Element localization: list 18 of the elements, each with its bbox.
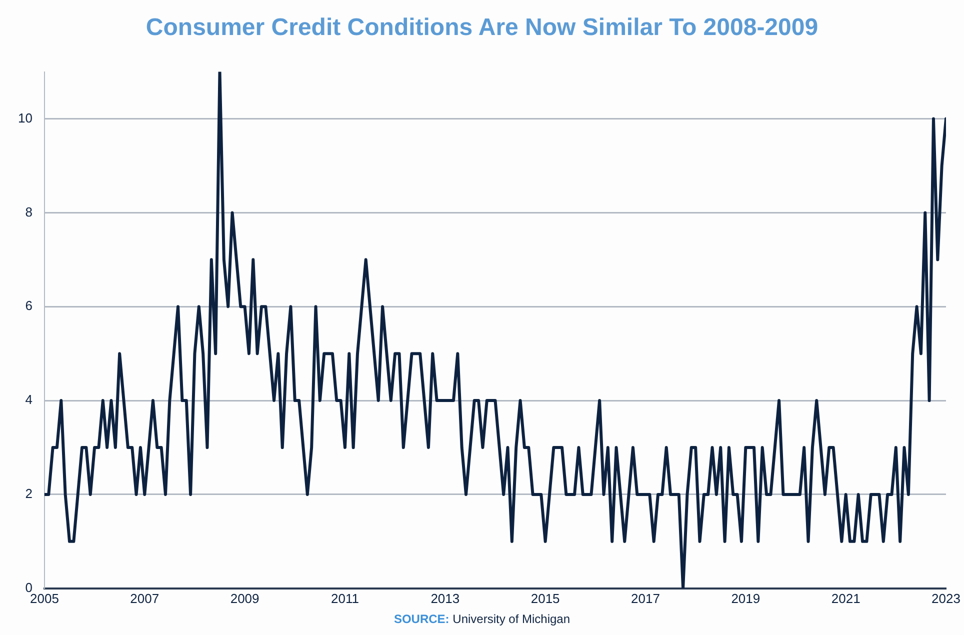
x-tick-label: 2013: [430, 590, 460, 606]
x-tick-label: 2015: [530, 590, 560, 606]
y-tick-label: 4: [25, 392, 32, 408]
y-tick-label: 6: [25, 298, 32, 314]
x-tick-label: 2007: [130, 590, 160, 606]
x-tick-label: 2021: [831, 590, 860, 606]
x-tick-label: 2023: [932, 590, 960, 606]
source-note: SOURCE: University of Michigan: [392, 612, 572, 626]
x-tick-label: 2009: [230, 590, 260, 606]
y-tick-label: 10: [18, 110, 32, 126]
y-tick-label: 0: [25, 580, 32, 595]
y-tick-label: 2: [25, 486, 32, 502]
x-tick-label: 2011: [330, 590, 359, 606]
x-tick-label: 2019: [731, 590, 760, 606]
x-tick-label: 2017: [631, 590, 660, 606]
x-tick-label: 2005: [30, 590, 59, 606]
chart-title: Consumer Credit Conditions Are Now Similar To 2008-2009: [144, 14, 820, 42]
y-tick-label: 8: [25, 204, 32, 220]
